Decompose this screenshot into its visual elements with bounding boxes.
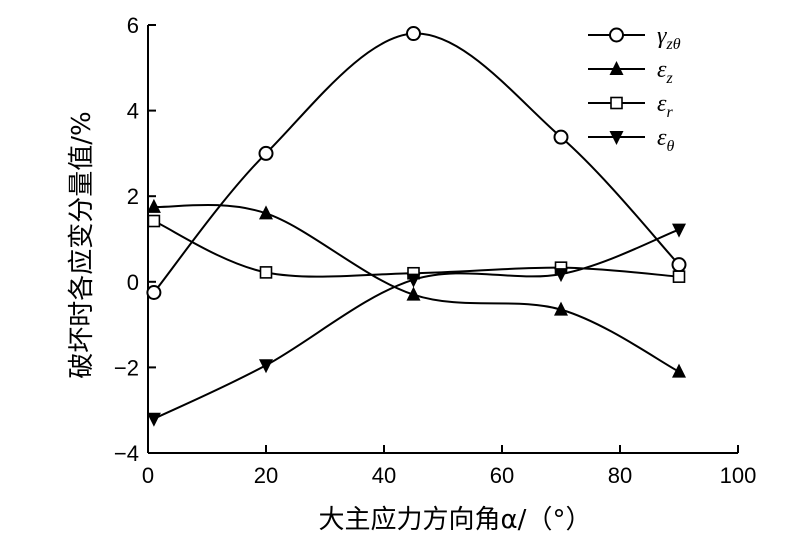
- ticks: 0 20 40 60 80 100 −4 −2 0 2 4 6: [114, 13, 756, 488]
- axes: [147, 25, 738, 454]
- series-layer: [146, 26, 687, 427]
- x-axis-title: 大主应力方向角α/（°）: [319, 505, 592, 535]
- data-point: [406, 286, 421, 301]
- data-point: [406, 273, 421, 288]
- legend-marker: [609, 131, 624, 145]
- data-point: [259, 205, 273, 220]
- data-point: [259, 266, 273, 279]
- series-line: [153, 32, 680, 294]
- legend-item: γzθ: [588, 23, 681, 53]
- y-tick-label: 2: [127, 184, 139, 209]
- data-point: [146, 412, 161, 427]
- legend-label: εθ: [657, 125, 674, 155]
- y-tick-label: 0: [127, 270, 139, 295]
- y-tick-label: 6: [127, 13, 139, 38]
- legend-label: εr: [657, 91, 673, 121]
- data-point: [258, 145, 274, 161]
- series-1: [146, 198, 686, 378]
- x-tick-label: 60: [490, 463, 514, 488]
- legend-label: γzθ: [657, 23, 681, 53]
- data-point: [146, 198, 161, 213]
- series-line: [153, 203, 680, 373]
- data-point: [554, 301, 568, 316]
- x-tick-label: 20: [254, 463, 278, 488]
- series-0: [146, 26, 687, 300]
- legend-marker: [609, 27, 624, 43]
- data-point: [672, 223, 686, 238]
- legend-marker: [610, 96, 623, 110]
- x-tick-label: 100: [720, 463, 757, 488]
- legend-item: εz: [588, 57, 673, 87]
- y-tick-label: −2: [114, 355, 139, 380]
- legend-label: εz: [657, 57, 673, 87]
- x-tick-label: 0: [142, 463, 154, 488]
- y-tick-label: −4: [114, 441, 139, 466]
- data-point: [672, 270, 686, 283]
- legend: γzθ εz εr εθ: [588, 23, 681, 155]
- x-tick-label: 80: [608, 463, 632, 488]
- y-tick-label: 4: [127, 99, 139, 124]
- legend-item: εθ: [588, 125, 674, 155]
- data-point: [147, 214, 161, 228]
- data-point: [406, 26, 421, 42]
- data-point: [553, 129, 569, 145]
- legend-marker: [609, 61, 624, 75]
- series-3: [146, 223, 686, 427]
- data-point: [259, 359, 273, 374]
- data-point: [146, 285, 162, 300]
- data-point: [554, 268, 568, 283]
- series-line: [153, 228, 680, 420]
- x-tick-label: 40: [372, 463, 396, 488]
- series-2: [147, 214, 686, 283]
- data-point: [672, 363, 686, 378]
- legend-item: εr: [588, 91, 673, 121]
- data-point: [671, 257, 687, 273]
- y-axis-title: 破坏时各应变分量值/%: [67, 111, 97, 378]
